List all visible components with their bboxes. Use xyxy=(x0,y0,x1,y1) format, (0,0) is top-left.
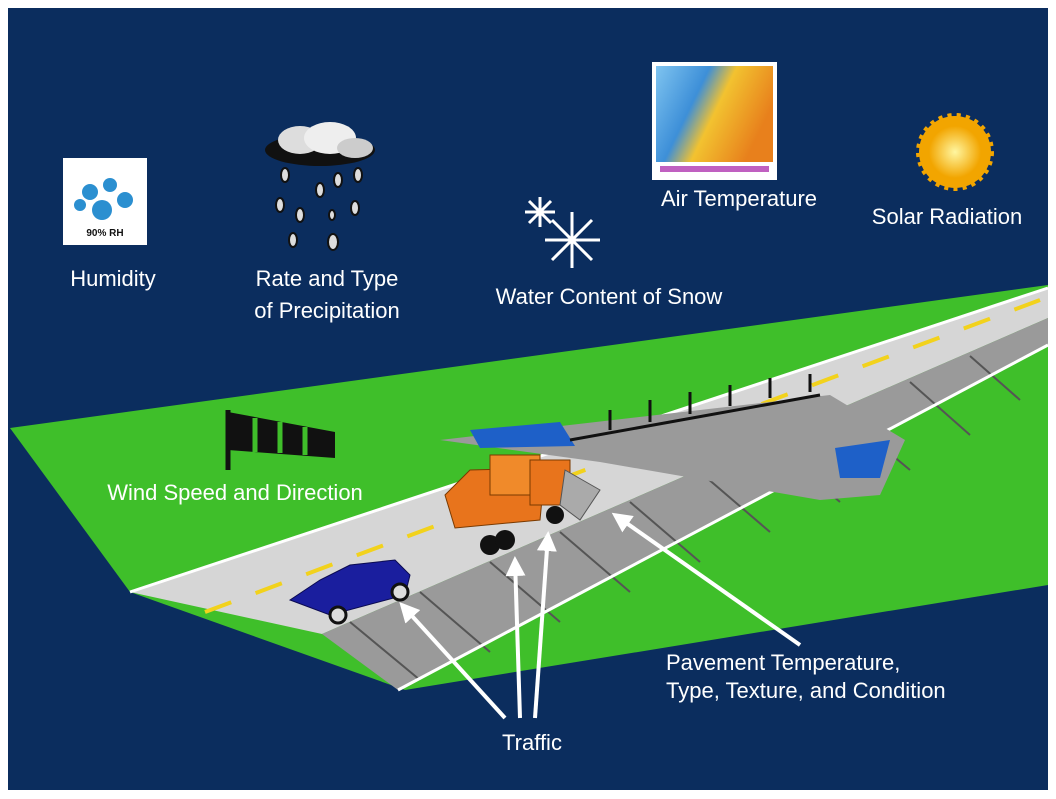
label: Pavement Temperature, xyxy=(666,650,900,675)
label: Wind Speed and Direction xyxy=(107,480,363,505)
label: Rate and Type xyxy=(256,266,399,291)
label: Water Content of Snow xyxy=(496,284,723,309)
page: 90% RH Humidity Rate and Type of Precipi… xyxy=(0,0,1056,799)
label: Air Temperature xyxy=(661,186,817,211)
label: Traffic xyxy=(502,730,562,755)
sun xyxy=(929,126,981,178)
label: Type, Texture, and Condition xyxy=(666,678,946,703)
humidity-icon-label: 90% RH xyxy=(86,228,123,239)
map xyxy=(656,66,773,162)
map-scale xyxy=(660,166,769,172)
label: Humidity xyxy=(70,266,156,291)
label: of Precipitation xyxy=(254,298,400,323)
diagram: 90% RH Humidity Rate and Type of Precipi… xyxy=(0,0,1056,799)
label: Solar Radiation xyxy=(872,204,1022,229)
